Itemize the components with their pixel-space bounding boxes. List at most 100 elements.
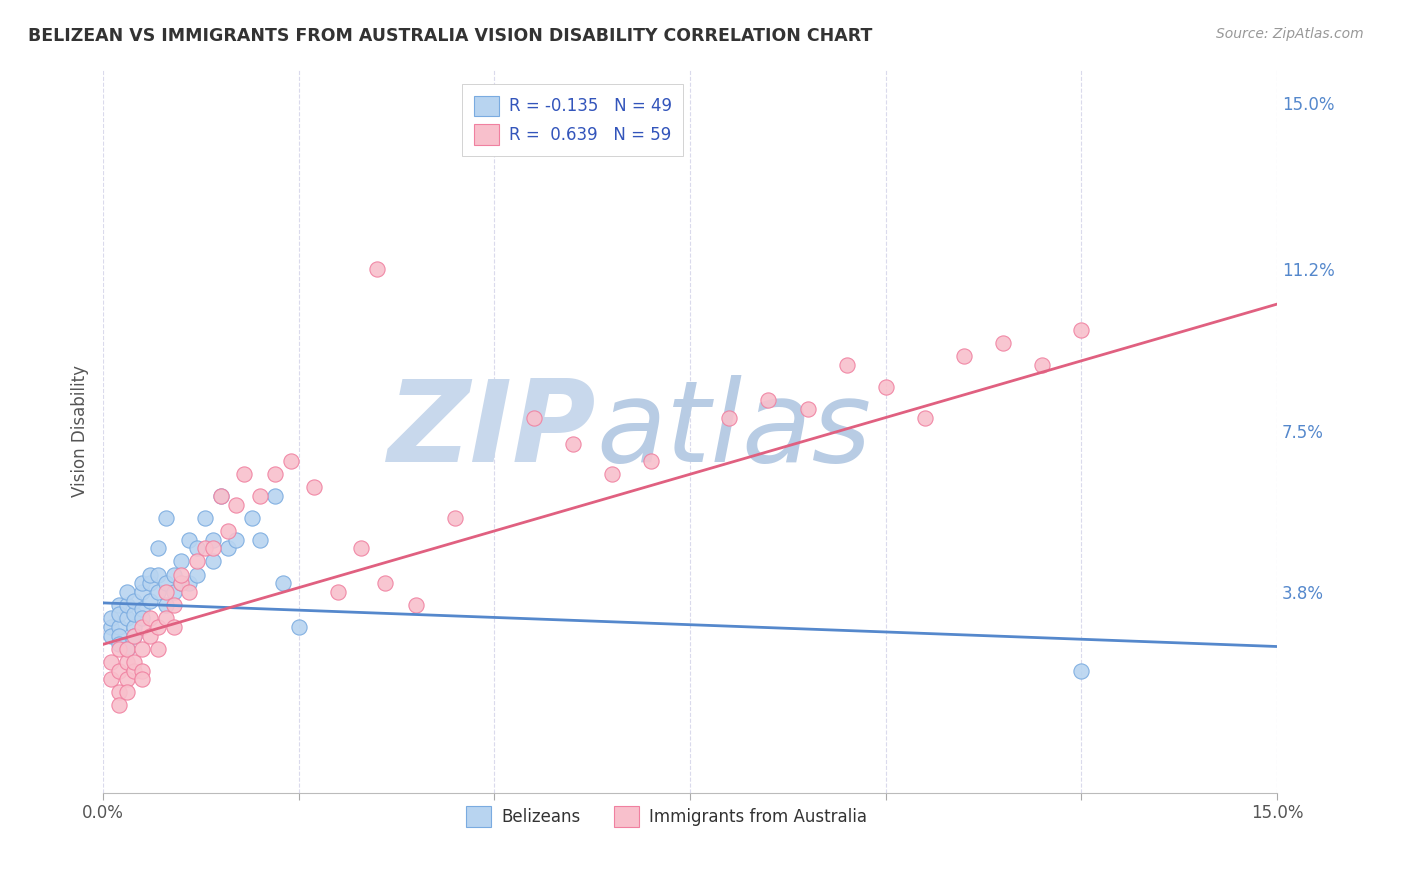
Point (170, 576, 193, 591)
Point (1031, 358, 1053, 372)
Point (131, 672, 153, 686)
Point (146, 641, 169, 656)
Point (124, 607, 146, 621)
Point (444, 511, 467, 525)
Point (194, 511, 217, 525)
Point (288, 620, 311, 634)
Point (225, 498, 247, 512)
Point (1070, 664, 1092, 678)
Point (523, 410, 546, 425)
Point (115, 655, 138, 669)
Point (100, 672, 122, 686)
Point (115, 672, 138, 686)
Point (201, 541, 224, 556)
Point (146, 567, 169, 582)
Point (179, 585, 201, 599)
Point (107, 685, 129, 699)
Point (139, 629, 162, 643)
Point (100, 620, 122, 634)
Point (107, 698, 129, 713)
Point (124, 664, 146, 678)
Point (107, 641, 129, 656)
Point (835, 358, 858, 372)
Point (186, 567, 208, 582)
Text: Source: ZipAtlas.com: Source: ZipAtlas.com (1216, 27, 1364, 41)
Point (107, 637, 129, 651)
Point (1070, 323, 1092, 337)
Point (758, 392, 780, 407)
Point (280, 454, 302, 468)
Point (124, 629, 146, 643)
Point (170, 576, 193, 591)
Point (107, 629, 129, 643)
Point (107, 607, 129, 621)
Point (993, 336, 1015, 351)
Point (107, 620, 129, 634)
Point (131, 602, 153, 616)
Point (131, 620, 153, 634)
Point (374, 576, 396, 591)
Point (146, 585, 169, 599)
Point (264, 467, 287, 482)
Point (131, 611, 153, 625)
Point (249, 489, 271, 503)
Text: atlas: atlas (596, 376, 872, 486)
Point (350, 541, 373, 556)
Point (162, 598, 184, 612)
Point (209, 489, 232, 503)
Point (115, 585, 138, 599)
Point (796, 401, 818, 416)
Point (209, 489, 232, 503)
Point (139, 593, 162, 607)
Point (271, 576, 294, 591)
Point (115, 641, 138, 656)
Point (194, 541, 217, 556)
Point (366, 262, 388, 277)
Point (875, 380, 897, 394)
Y-axis label: Vision Disability: Vision Disability (72, 365, 89, 497)
Point (131, 585, 153, 599)
Point (162, 620, 184, 634)
Point (233, 467, 256, 482)
Point (115, 611, 138, 625)
Point (146, 541, 169, 556)
Point (100, 655, 122, 669)
Text: ZIP: ZIP (388, 376, 596, 486)
Point (155, 576, 177, 591)
Point (131, 641, 153, 656)
Point (326, 585, 349, 599)
Point (914, 410, 936, 425)
Point (115, 685, 138, 699)
Point (124, 655, 146, 669)
Point (225, 533, 247, 547)
Point (155, 611, 177, 625)
Point (201, 533, 224, 547)
Point (124, 629, 146, 643)
Point (162, 567, 184, 582)
Point (139, 567, 162, 582)
Point (718, 410, 741, 425)
Point (170, 567, 193, 582)
Text: BELIZEAN VS IMMIGRANTS FROM AUSTRALIA VISION DISABILITY CORRELATION CHART: BELIZEAN VS IMMIGRANTS FROM AUSTRALIA VI… (28, 27, 873, 45)
Point (561, 436, 583, 450)
Point (186, 554, 208, 568)
Point (240, 511, 263, 525)
Point (124, 593, 146, 607)
Point (264, 489, 287, 503)
Point (600, 467, 623, 482)
Point (405, 598, 427, 612)
Point (162, 585, 184, 599)
Point (217, 524, 239, 538)
Point (131, 576, 153, 591)
Point (179, 576, 201, 591)
Point (146, 620, 169, 634)
Point (953, 350, 976, 364)
Legend: Belizeans, Immigrants from Australia: Belizeans, Immigrants from Australia (458, 798, 876, 835)
Point (186, 541, 208, 556)
Point (201, 554, 224, 568)
Point (304, 480, 326, 494)
Point (139, 611, 162, 625)
Point (124, 620, 146, 634)
Point (107, 598, 129, 612)
Point (131, 664, 153, 678)
